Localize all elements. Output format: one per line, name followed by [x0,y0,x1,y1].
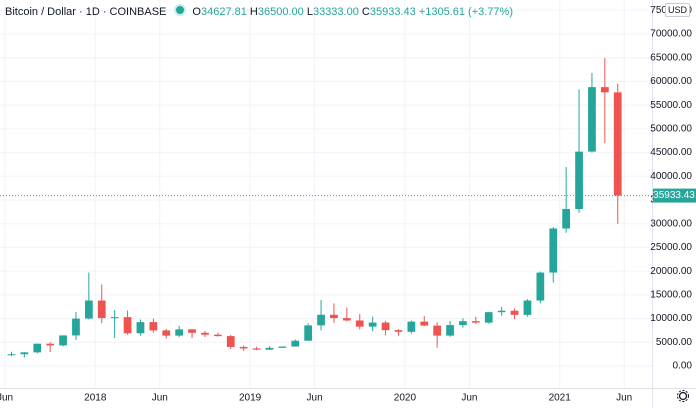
currency-badge[interactable]: USD [665,3,691,17]
candle-body [523,300,532,315]
ohlc-value: 33333.00 [312,6,359,18]
x-tick-label: 2019 [239,393,262,404]
ohlc-label: H [249,6,258,18]
exchange: COINBASE [109,6,167,18]
candle-body [84,300,93,319]
candle-body [59,335,67,346]
ohlc-value: 35933.43 [369,6,416,18]
x-tick-label: Jun [616,393,632,404]
ohlc-value: 36500.00 [257,6,304,18]
candle-body [317,314,325,326]
y-tick-label: 0.00 [673,361,693,372]
candle-body [471,321,480,323]
candle-body [562,209,571,229]
y-tick-label: 40000.00 [650,171,692,182]
market-status [174,4,187,16]
candle-body [381,322,390,331]
candle-body [394,330,403,332]
candle-body [278,346,287,348]
x-tick-label: Jun [152,393,168,404]
ohlc-label: L [306,6,313,18]
candle-body [110,317,119,319]
x-tick-label: Jun [461,393,477,404]
candle-body [226,336,235,347]
x-tick-label: 2018 [84,393,107,404]
ohlc-label: O [192,6,201,18]
candle-body [149,322,158,331]
candle-body [588,87,596,152]
candle-body [600,87,609,93]
y-tick-label: 15000.00 [650,289,692,300]
candle-body [239,346,248,349]
candle-body [330,314,338,319]
candle-body [265,347,274,350]
candle-body [549,228,558,273]
y-tick-label: 10000.00 [650,313,692,324]
candle-body [162,330,171,336]
y-tick-label: 30000.00 [650,218,692,229]
y-tick-label: 5000.00 [656,337,693,348]
ohlc-value: 34627.81 [200,6,247,18]
candle-body [536,272,545,301]
last-price-badge [653,188,696,203]
symbol: Bitcoin / Dollar [5,6,76,18]
candle-body [7,354,16,356]
y-tick-label: 65000.00 [650,52,692,63]
last-price-label: 35933.43 [653,190,695,201]
y-tick-label: 60000.00 [650,76,692,87]
candle-body [368,322,377,327]
settings-icon[interactable] [677,390,689,402]
x-tick-label: 2020 [394,393,417,404]
candle-body [97,300,106,319]
candle-body [201,332,209,335]
candle-body [175,329,184,336]
candle-body [355,320,364,327]
x-tick-label: Jun [0,393,13,404]
grid [0,0,652,388]
candle-body [72,318,80,336]
candles [7,58,622,358]
ohlc-label: C [361,6,370,18]
candle-body [46,343,55,346]
candle-body [291,340,300,347]
candle-body [446,325,454,336]
candle-body [433,325,442,336]
interval: 1D [85,6,100,18]
candle-body [188,329,196,333]
y-tick-label: 55000.00 [650,100,692,111]
candle-body [213,334,222,337]
y-tick-label: 45000.00 [650,147,692,158]
candle-body [33,343,42,353]
candle-body [510,310,519,315]
y-tick-label: 50000.00 [650,123,692,134]
candle-body [407,321,416,332]
candle-body [420,321,429,326]
legend-header: Bitcoin / Dollar · 1D · COINBASE O34627.8… [5,4,513,18]
candle-body [575,151,583,210]
y-tick-label: 70000.00 [650,29,692,40]
candle-body [136,322,145,334]
candle-body [20,352,29,355]
candle-body [123,317,132,334]
candle-body [252,348,261,350]
y-tick-label: 20000.00 [650,266,692,277]
x-tick-label: 2021 [549,393,572,404]
candle-body [484,312,493,323]
candle-body [459,321,467,326]
change: +1305.61 (+3.77%) [418,6,513,18]
candle-body [497,310,506,313]
candle-body [613,92,622,196]
axes: 0.00 5000.00 10000.00 15000.00 20000.00 25000… [0,5,696,404]
y-tick-label: 25000.00 [650,242,692,253]
candle-body [304,325,313,341]
candle-body [342,318,351,321]
x-tick-label: Jun [307,393,323,404]
